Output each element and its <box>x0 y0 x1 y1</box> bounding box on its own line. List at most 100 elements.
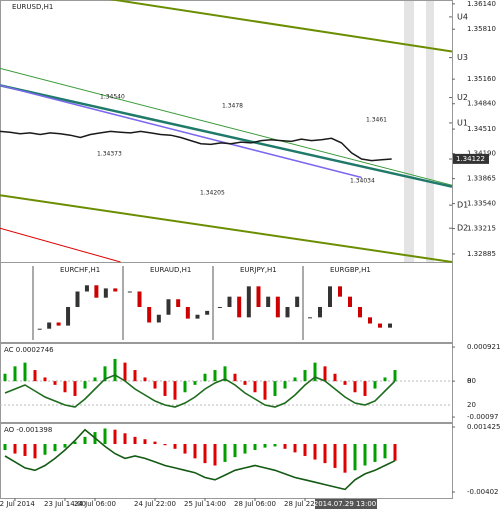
histogram-bar <box>263 444 267 448</box>
level-label: U2 <box>457 93 468 102</box>
histogram-bar <box>83 381 87 389</box>
histogram-bar <box>223 366 227 382</box>
histogram-bar <box>373 444 377 462</box>
histogram-bar <box>133 436 137 445</box>
candle <box>176 299 181 307</box>
histogram-bar <box>313 362 317 382</box>
level-label: U1 <box>457 118 468 127</box>
frame <box>0 262 453 343</box>
histogram-bar <box>163 381 167 396</box>
histogram-bar <box>53 444 57 452</box>
candle <box>358 307 362 318</box>
histogram-bar <box>293 444 297 453</box>
y-tick-label: 1.33865 <box>467 175 496 183</box>
candle <box>275 296 280 318</box>
histogram-bar <box>323 366 327 382</box>
series-line <box>0 84 362 179</box>
histogram-bar <box>213 444 217 466</box>
histogram-bar <box>103 366 107 382</box>
histogram-bar <box>133 370 137 382</box>
histogram-bar <box>113 358 117 382</box>
x-tick-label: 24 Jul 22:00 <box>134 500 176 508</box>
histogram-bar <box>273 381 277 396</box>
y-tick-label: 1.35160 <box>467 75 496 83</box>
candle <box>378 323 382 328</box>
annotation: 1.34373 <box>97 151 122 158</box>
x-tick-label: 28 Jul 22:00 <box>284 500 326 508</box>
histogram-bar <box>23 362 27 382</box>
candle <box>75 291 80 307</box>
histogram-bar <box>33 444 37 459</box>
histogram-bar <box>233 373 237 382</box>
candle <box>37 328 42 330</box>
level-label: D2 <box>457 224 468 233</box>
frame <box>0 343 453 423</box>
candle <box>328 286 332 307</box>
candle <box>348 296 352 307</box>
frame <box>0 423 453 499</box>
histogram-bar <box>303 370 307 382</box>
histogram-bar <box>363 444 367 466</box>
series-line <box>0 84 453 188</box>
candle <box>84 285 89 292</box>
y-tick-label: -0.00097 <box>467 413 498 421</box>
histogram-bar <box>53 381 57 385</box>
y-tick-label: 1.34510 <box>467 125 496 133</box>
histogram-bar <box>73 441 77 445</box>
histogram-bar <box>203 373 207 382</box>
panel-title: EURGBP,H1 <box>330 266 371 274</box>
y-tick-label: 1.36140 <box>467 0 496 8</box>
histogram-bar <box>353 381 357 393</box>
annotation: 1.34034 <box>350 178 375 185</box>
candle <box>205 310 210 315</box>
histogram-bar <box>73 381 77 396</box>
histogram-bar <box>393 444 397 461</box>
shade <box>426 0 434 262</box>
histogram-bar <box>213 370 217 382</box>
chart-title: EURUSD,H1 <box>12 3 53 11</box>
histogram-bar <box>383 444 387 459</box>
histogram-bar <box>43 444 47 455</box>
series-line <box>0 67 453 186</box>
candle <box>256 286 261 307</box>
price-box <box>453 153 489 164</box>
candle <box>147 307 152 323</box>
histogram-bar <box>393 370 397 382</box>
histogram-bar <box>193 444 197 459</box>
histogram-bar <box>13 366 17 382</box>
candle <box>308 317 312 319</box>
histogram-bar <box>33 370 37 382</box>
histogram-bar <box>243 444 247 454</box>
panel-title: AO -0.001398 <box>4 426 52 434</box>
candle <box>246 286 251 318</box>
panel-title: EURAUD,H1 <box>150 266 191 274</box>
histogram-bar <box>323 444 327 464</box>
histogram-bar <box>343 381 347 385</box>
histogram-bar <box>123 433 127 445</box>
panel-title: EURCHF,H1 <box>60 266 100 274</box>
x-tick-label: 24 Jul 06:00 <box>74 500 116 508</box>
series-line <box>0 194 453 263</box>
histogram-bar <box>113 429 117 445</box>
histogram-bar <box>193 381 197 385</box>
candle <box>156 314 161 323</box>
y2-tick-label: 20 <box>467 401 476 409</box>
candle <box>113 288 118 292</box>
y-tick-label: 1.35810 <box>467 25 496 33</box>
candle <box>66 307 71 326</box>
histogram-bar <box>233 444 237 458</box>
annotation: 1.34540 <box>100 94 125 101</box>
y-tick-label: 0.001425 <box>467 423 500 431</box>
histogram-bar <box>163 444 167 446</box>
level-label: U3 <box>457 53 468 62</box>
series-line <box>0 227 121 263</box>
histogram-bar <box>353 444 357 471</box>
histogram-bar <box>253 381 257 393</box>
candle <box>227 296 232 307</box>
candle <box>285 307 290 318</box>
x-tick-label: 22 Jul 2014 <box>0 500 35 508</box>
candle <box>166 299 171 315</box>
y-tick-label: 1.32885 <box>467 250 496 258</box>
annotation: 1.3478 <box>222 103 243 110</box>
